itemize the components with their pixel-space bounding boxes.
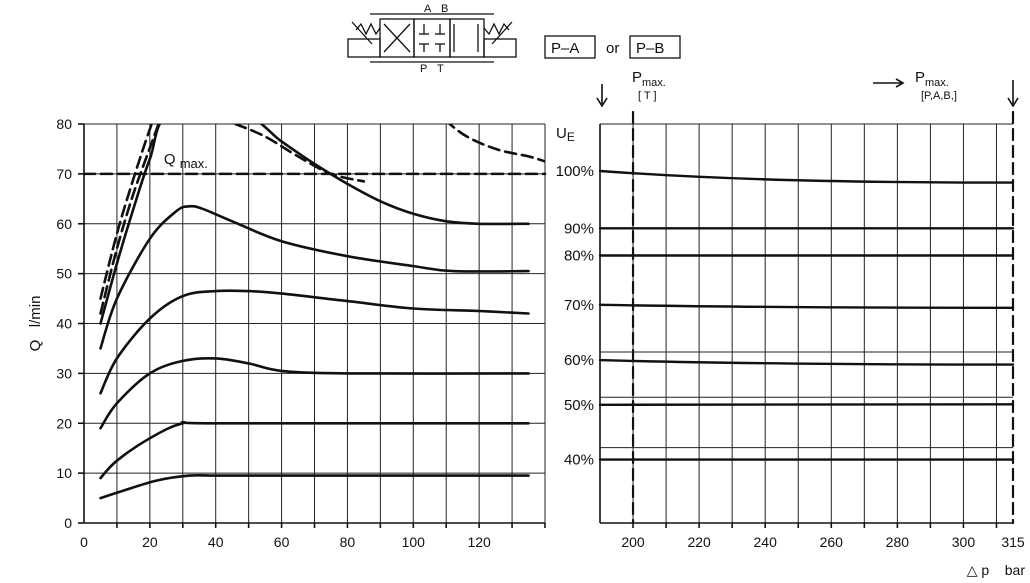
efficiency-grid [599,110,1015,528]
efficiency-level-line [598,169,1015,184]
flow-y-tick-label: 20 [56,415,72,431]
flow-tick-labels: 0 20 40 60 80 100 120 0 10 20 30 40 50 60 70 80 [56,116,491,550]
flow-y-tick-label: 0 [64,515,72,531]
efficiency-level-label: 80% [564,247,594,264]
flow-x-tick-label: 120 [467,534,491,550]
ue-label-main: U [556,125,567,142]
efficiency-level-line [598,303,1015,309]
flow-y-tick-label: 80 [56,116,72,132]
flow-y-tick-label: 10 [56,465,72,481]
flow-chart: 0 20 40 60 80 100 120 0 10 20 30 40 50 60 70 80 Q l/min… [27,116,547,550]
flow-y-tick-label: 70 [56,166,72,182]
efficiency-levels [598,169,1015,461]
flow-x-tick-label: 80 [340,534,356,550]
pmax-pab-label-p: P [915,69,925,86]
pmax-t-label-p: P [632,69,642,86]
pmax-pab-label: Pmax. [915,69,949,89]
port-p-label: P [420,63,427,75]
efficiency-x-tick-label: 200 [621,534,645,550]
flow-x-tick-label: 20 [142,534,158,550]
qmax-label: Q max. [164,151,208,171]
efficiency-x-tick-label: 300 [952,534,976,550]
pmax-pab-label-max: max. [925,77,949,89]
flow-x-tick-label: 0 [80,534,88,550]
efficiency-level-label: 60% [564,352,594,369]
efficiency-chart: 200 220 240 260 280 300 315 100% 90% 80% 70% 60% 50… [556,69,1026,578]
efficiency-level-line [598,403,1015,406]
pmax-t-arrowhead [596,97,608,108]
pressure-x-axis-label: △ p bar [967,562,1026,578]
efficiency-x-tick-label: 240 [754,534,778,550]
qmax-label-sub: max. [180,156,208,171]
port-a-label: A [424,3,432,15]
efficiency-x-tick-label: 260 [820,534,844,550]
flow-y-tick-label: 30 [56,365,72,381]
flow-y-axis-label: Q l/min [27,296,44,352]
pb-label: P–B [636,40,664,57]
pb-box [629,35,681,59]
flow-y-tick-label: 60 [56,216,72,232]
flow-x-tick-label: 100 [402,534,426,550]
flow-curve [99,204,530,350]
efficiency-y-axis-label: UE [556,125,575,144]
pmax-pab-arrowhead [895,78,905,88]
valve-symbol: A B P T [347,3,517,75]
flow-curve [99,124,154,300]
efficiency-level-label: 90% [564,220,594,237]
pa-box [544,35,596,59]
pmax-pab-label-sub: [P,A,B,] [921,90,957,102]
pa-label: P–A [551,40,579,57]
efficiency-x-tick-label: 280 [886,534,910,550]
flow-curve [99,289,530,395]
pmax-t-label-sub: [ T ] [638,90,657,102]
efficiency-x-tick-label: 315 [1001,534,1025,550]
pmax-t-label-max: max. [642,77,666,89]
efficiency-level-label: 50% [564,397,594,414]
flow-curve [99,124,530,325]
flow-curve [99,420,530,480]
flow-x-tick-label: 60 [274,534,290,550]
pmax-t-label: Pmax. [632,69,666,89]
flow-curve [234,124,366,183]
flow-curve [447,124,545,163]
efficiency-level-line [598,358,1015,366]
flow-grid [78,123,547,528]
qmax-label-q: Q [164,151,180,168]
flow-curve [99,473,530,500]
flow-curves [99,124,545,500]
pmax-pab-down-arrowhead [1007,97,1019,108]
efficiency-tick-labels: 200 220 240 260 280 300 315 [621,534,1025,550]
port-b-label: B [441,3,448,15]
pmax-markers: Pmax.[ T ]Pmax.[P,A,B,] [596,69,1019,108]
efficiency-level-label: 40% [564,452,594,469]
efficiency-level-label: 100% [556,163,594,180]
or-label: or [606,40,619,57]
flow-x-tick-label: 40 [208,534,224,550]
efficiency-level-label: 70% [564,297,594,314]
flow-curve [99,124,160,315]
flow-y-tick-label: 40 [56,316,72,332]
flow-curve [99,356,530,430]
port-t-label: T [437,63,444,75]
efficiency-x-tick-label: 220 [687,534,711,550]
efficiency-level-labels: 100% 90% 80% 70% 60% 50% 40% [556,163,594,469]
ue-label-sub: E [567,130,575,144]
flow-y-tick-label: 50 [56,266,72,282]
